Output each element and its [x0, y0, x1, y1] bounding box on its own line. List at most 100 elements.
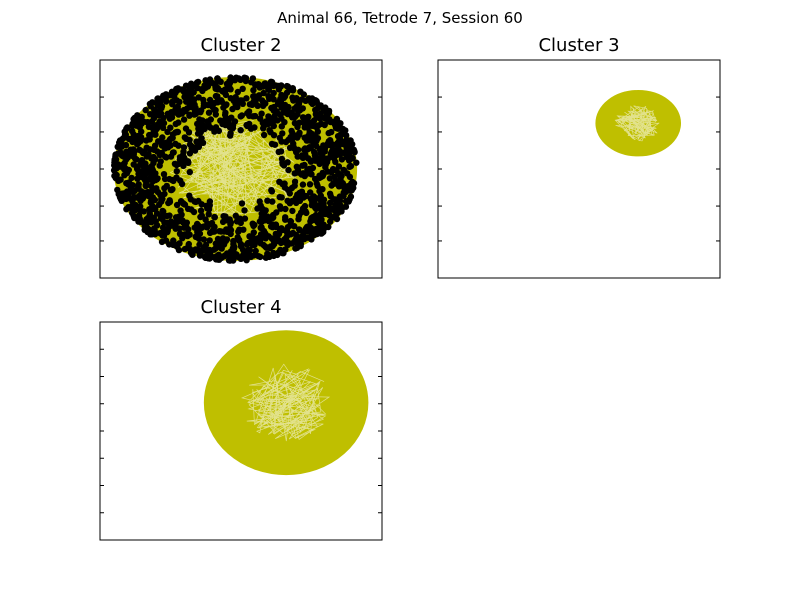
spike-point [252, 247, 259, 255]
spike-point [190, 98, 197, 106]
spike-point [320, 228, 327, 236]
spike-point [230, 249, 238, 257]
spike-point [297, 242, 304, 250]
spike-point [162, 91, 170, 98]
spike-point [167, 124, 174, 131]
spike-point [286, 190, 293, 197]
spike-point [136, 124, 143, 131]
spike-point [265, 233, 272, 240]
spike-point [176, 154, 184, 161]
spike-point [186, 150, 194, 157]
spike-point [258, 110, 265, 117]
spike-point [207, 101, 214, 108]
trajectory-path [241, 363, 331, 442]
spike-point [252, 82, 259, 89]
spike-point [123, 206, 130, 213]
spike-point [238, 200, 246, 207]
spike-point [306, 181, 314, 188]
spike-point [147, 103, 154, 110]
spike-point [227, 86, 234, 93]
spike-point [199, 117, 206, 124]
spike-point [186, 136, 193, 144]
spike-point [338, 206, 345, 213]
spike-point [308, 214, 315, 222]
spike-point [265, 216, 273, 223]
spike-point [254, 205, 261, 212]
spike-point [300, 204, 307, 212]
spike-point [264, 121, 272, 128]
spike-point [328, 206, 336, 213]
spike-point [195, 197, 202, 205]
spike-point [313, 195, 320, 202]
spike-point [195, 235, 203, 242]
spike-point [320, 142, 327, 149]
spike-point [197, 213, 204, 221]
spike-point [159, 207, 166, 215]
spike-point [296, 107, 304, 114]
spike-point [287, 222, 294, 229]
spike-point [124, 151, 132, 158]
spike-point [279, 226, 286, 234]
spike-point [229, 122, 237, 129]
spike-point [172, 219, 180, 226]
spike-point [301, 161, 308, 169]
spike-point [318, 216, 325, 223]
spike-point [125, 166, 132, 174]
spike-point [316, 188, 323, 195]
spike-point [126, 195, 134, 202]
spike-point [156, 151, 164, 159]
spike-point [296, 189, 303, 197]
spike-point [161, 185, 168, 192]
spike-point [137, 172, 145, 179]
spike-point [273, 108, 280, 115]
spike-point [305, 95, 313, 102]
spike-point [326, 175, 334, 182]
spike-point [185, 240, 192, 248]
spike-point [212, 124, 220, 131]
spike-point [274, 251, 281, 259]
spike-point [271, 113, 278, 120]
spike-point [176, 230, 184, 237]
spike-point [244, 110, 251, 117]
spike-point [133, 165, 141, 172]
spike-point [308, 202, 315, 209]
spike-point [180, 116, 188, 123]
spike-point [251, 124, 258, 131]
spike-point [282, 216, 289, 223]
spike-point [150, 110, 158, 118]
spike-point [175, 213, 183, 220]
spike-point [266, 127, 273, 134]
spike-point [178, 86, 185, 93]
spike-point [148, 163, 155, 170]
panel-title-cluster-2: Cluster 2 [200, 35, 282, 56]
spike-point [255, 235, 262, 242]
spike-point [194, 228, 201, 236]
spike-point [161, 145, 169, 152]
spike-point [166, 212, 173, 219]
spike-point [339, 129, 347, 136]
spike-point [277, 239, 285, 247]
spike-point [116, 163, 124, 170]
spike-point [314, 155, 321, 162]
spike-point [350, 146, 358, 154]
spike-point [241, 207, 248, 214]
spike-point [277, 83, 285, 90]
spike-point [309, 100, 316, 108]
spike-point [150, 129, 157, 136]
spike-point [172, 225, 179, 232]
spike-point [204, 205, 211, 212]
spike-point [198, 107, 205, 114]
spike-point [311, 148, 318, 156]
spike-point [207, 124, 214, 131]
spike-point [241, 215, 249, 222]
spike-point [262, 100, 269, 107]
spike-point [265, 86, 272, 93]
spike-point [269, 198, 276, 205]
spike-point [166, 175, 173, 183]
spike-point [268, 140, 276, 148]
spike-point [217, 117, 224, 124]
spike-point [258, 224, 265, 231]
spike-point [275, 148, 282, 156]
spike-point [129, 122, 136, 129]
